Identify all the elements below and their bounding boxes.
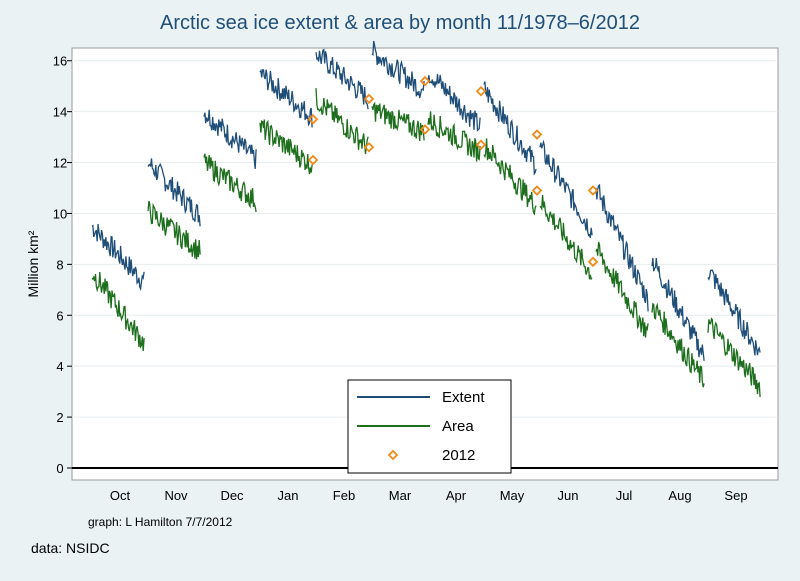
series-line-extent-mar <box>371 40 425 99</box>
y-tick-label: 2 <box>56 410 63 425</box>
marker-2012-extent-feb <box>363 93 375 105</box>
y-tick-label: 0 <box>56 461 63 476</box>
credit-text: graph: L Hamilton 7/7/2012 <box>88 515 233 529</box>
x-tick-label: Jan <box>278 488 299 503</box>
series-line-area-mar <box>371 101 425 142</box>
x-tick-label: Mar <box>389 488 412 503</box>
marker-2012-extent-may <box>531 129 543 140</box>
marker-2012-extent-jun <box>587 185 599 196</box>
y-axis-label: Million km² <box>25 230 41 297</box>
series-line-area-oct <box>91 272 145 351</box>
chart-title: Arctic sea ice extent & area by month 11… <box>160 12 640 34</box>
series-line-extent-jul <box>595 183 649 312</box>
y-tick-label: 4 <box>56 359 63 374</box>
series-line-area-may <box>483 138 537 216</box>
marker-2012-area-mar <box>419 124 431 135</box>
series-line-area-jan <box>259 119 313 175</box>
series-line-extent-apr <box>427 73 481 132</box>
series-line-extent-jun <box>539 139 593 238</box>
source-text: data: NSIDC <box>31 540 110 556</box>
y-tick-label: 10 <box>53 206 67 221</box>
series-line-extent-nov <box>147 158 201 227</box>
y-tick-label: 8 <box>56 257 63 272</box>
series-line-area-apr <box>427 111 481 162</box>
marker-2012-extent-apr <box>475 85 487 97</box>
marker-2012-area-apr <box>475 139 487 150</box>
marker-2012-area-jun <box>587 256 599 268</box>
marker-2012-area-jan <box>307 154 319 166</box>
series-line-area-aug <box>651 302 705 388</box>
marker-2012-area-feb <box>363 142 375 153</box>
marker-2012-area-may <box>531 185 543 196</box>
legend-label-extent: Extent <box>442 389 485 406</box>
series-line-extent-sep <box>707 269 761 356</box>
legend-label-area: Area <box>442 418 474 435</box>
y-tick-label: 6 <box>56 308 63 323</box>
legend-swatch-2012 <box>387 449 399 461</box>
series-line-area-feb <box>315 88 369 154</box>
x-tick-label: Aug <box>668 488 691 503</box>
series-line-extent-aug <box>651 258 705 361</box>
x-tick-label: Nov <box>164 488 188 503</box>
x-tick-label: Dec <box>220 488 244 503</box>
series-line-area-jun <box>539 195 593 281</box>
y-tick-label: 12 <box>53 156 67 171</box>
y-tick-label: 14 <box>53 105 67 120</box>
series-line-area-nov <box>147 200 201 260</box>
series-line-extent-jan <box>259 68 313 128</box>
legend: Extent Area 2012 <box>347 379 512 474</box>
series-line-extent-dec <box>203 109 257 169</box>
series-line-extent-oct <box>91 223 145 292</box>
x-tick-label: Apr <box>446 488 467 503</box>
marker-2012-extent-jan <box>307 114 319 125</box>
x-tick-label: Jul <box>616 488 633 503</box>
series-line-area-dec <box>203 153 257 213</box>
marker-2012-extent-mar <box>419 75 431 87</box>
x-tick-label: Sep <box>724 488 747 503</box>
series-line-extent-feb <box>315 48 369 110</box>
y-tick-label: 16 <box>53 54 67 69</box>
x-tick-label: Feb <box>333 488 355 503</box>
x-tick-label: Jun <box>558 488 579 503</box>
series-line-extent-may <box>483 81 537 176</box>
legend-label-2012: 2012 <box>442 447 475 464</box>
x-tick-label: May <box>500 488 525 503</box>
series-line-area-sep <box>707 317 761 397</box>
x-tick-label: Oct <box>110 488 131 503</box>
series-line-area-jul <box>595 241 649 338</box>
